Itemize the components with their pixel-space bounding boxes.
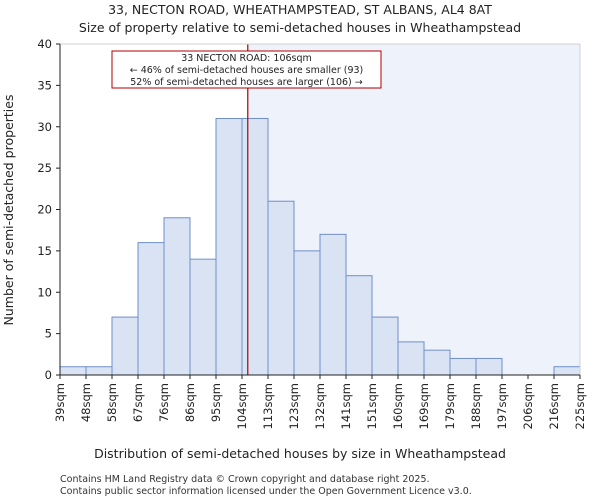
- histogram-bar: [137, 242, 165, 376]
- histogram-bar: [397, 341, 425, 376]
- histogram-bar: [85, 366, 113, 376]
- histogram-bar: [163, 217, 191, 376]
- histogram-bar: [189, 258, 217, 376]
- chart-title: 33, NECTON ROAD, WHEATHAMPSTEAD, ST ALBA…: [108, 2, 492, 17]
- histogram-bar: [111, 316, 139, 376]
- footer-line-1: Contains HM Land Registry data © Crown c…: [60, 474, 430, 485]
- x-tick-label: 179sqm: [443, 383, 457, 429]
- annotation-line-title: 33 NECTON ROAD: 106sqm: [181, 53, 312, 64]
- x-tick-label: 206sqm: [521, 383, 535, 429]
- histogram-bar: [319, 233, 347, 376]
- histogram-bar: [553, 366, 581, 376]
- x-tick-label: 67sqm: [131, 383, 145, 422]
- y-tick-label: 10: [37, 285, 52, 299]
- x-tick-label: 39sqm: [53, 383, 67, 422]
- x-tick-label: 86sqm: [183, 383, 197, 422]
- annotation-box: 33 NECTON ROAD: 106sqm ← 46% of semi-det…: [111, 50, 382, 89]
- x-tick-label: 48sqm: [79, 383, 93, 422]
- x-tick-label: 160sqm: [391, 383, 405, 429]
- y-tick-label: 40: [37, 37, 52, 51]
- histogram-bar: [267, 200, 295, 376]
- histogram-bar: [423, 349, 451, 376]
- x-tick-label: 216sqm: [547, 383, 561, 429]
- x-tick-label: 188sqm: [469, 383, 483, 429]
- y-tick-label: 25: [37, 161, 52, 175]
- x-tick-label: 104sqm: [235, 383, 249, 429]
- y-axis-label: Number of semi-detached properties: [1, 95, 16, 326]
- footer-line-2: Contains public sector information licen…: [60, 486, 472, 497]
- histogram-bar: [215, 117, 243, 376]
- y-tick-label: 15: [37, 244, 52, 258]
- x-tick-label: 169sqm: [417, 383, 431, 429]
- annotation-line-larger: 52% of semi-detached houses are larger (…: [130, 77, 363, 88]
- y-tick-label: 35: [37, 78, 52, 92]
- x-tick-label: 95sqm: [209, 383, 223, 422]
- y-tick-label: 0: [45, 368, 52, 382]
- histogram-bar: [371, 316, 399, 376]
- annotation-line-smaller: ← 46% of semi-detached houses are smalle…: [130, 65, 364, 76]
- x-tick-label: 123sqm: [287, 383, 301, 429]
- histogram-bar: [345, 275, 373, 376]
- x-tick-label: 113sqm: [261, 383, 275, 429]
- x-axis-label: Distribution of semi-detached houses by …: [94, 446, 506, 461]
- histogram-bar: [475, 357, 503, 376]
- x-tick-label: 225sqm: [573, 383, 587, 429]
- histogram-bar: [241, 117, 269, 376]
- x-tick-label: 151sqm: [365, 383, 379, 429]
- histogram-bar: [59, 366, 87, 376]
- y-tick-label: 30: [37, 120, 52, 134]
- y-tick-label: 5: [45, 327, 52, 341]
- y-tick-label: 20: [37, 203, 52, 217]
- x-tick-label: 197sqm: [495, 383, 509, 429]
- histogram-bar: [293, 250, 321, 376]
- x-tick-label: 58sqm: [105, 383, 119, 422]
- chart-subtitle: Size of property relative to semi-detach…: [79, 20, 521, 35]
- annotation-border: [111, 50, 382, 89]
- x-tick-label: 76sqm: [157, 383, 171, 422]
- x-tick-label: 132sqm: [313, 383, 327, 429]
- histogram-bar: [449, 357, 477, 376]
- x-tick-label: 141sqm: [339, 383, 353, 429]
